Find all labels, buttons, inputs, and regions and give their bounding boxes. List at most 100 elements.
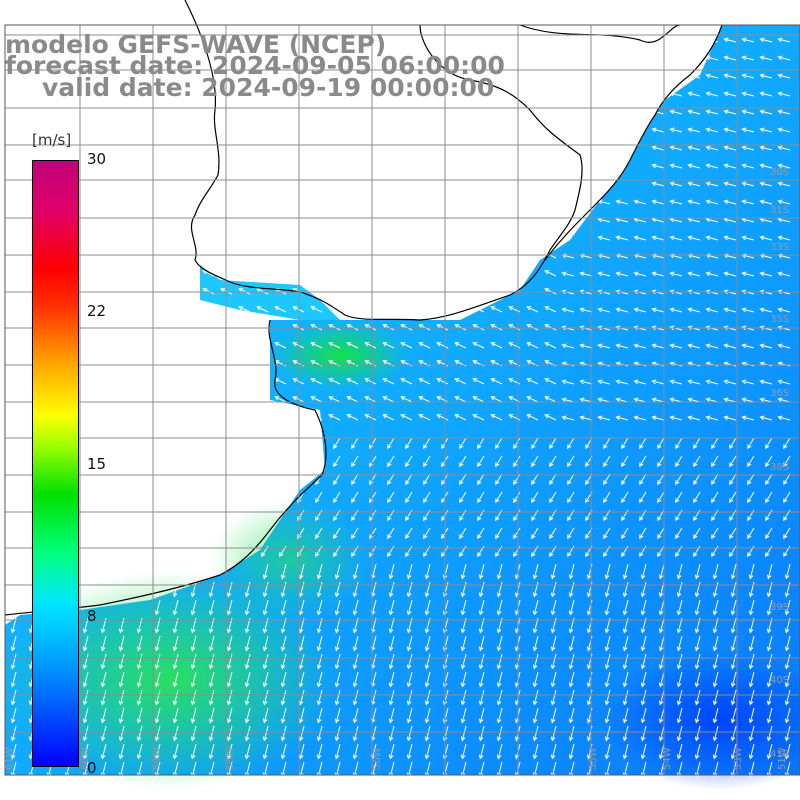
wind-arrow xyxy=(334,581,341,598)
wind-arrow xyxy=(405,527,413,540)
wind-arrow xyxy=(472,324,485,331)
wind-arrow xyxy=(759,181,773,187)
lat-label: 40S xyxy=(770,675,789,686)
wind-arrow xyxy=(651,127,665,133)
wind-arrow xyxy=(705,415,719,421)
wind-arrow xyxy=(759,55,773,61)
wind-arrow xyxy=(712,581,719,598)
wind-arrow xyxy=(364,378,377,385)
wind-arrow xyxy=(615,379,629,385)
wind-arrow xyxy=(244,635,251,652)
wind-arrow xyxy=(759,199,773,205)
wind-arrow xyxy=(244,743,251,760)
wind-arrow xyxy=(550,671,557,688)
wind-arrow xyxy=(723,73,737,79)
wind-arrow xyxy=(190,689,197,706)
wind-arrow xyxy=(316,707,323,724)
wind-arrow xyxy=(784,707,791,724)
wind-arrow xyxy=(418,342,431,349)
wind-arrow xyxy=(154,707,161,724)
wind-arrow xyxy=(615,271,629,277)
wind-arrow xyxy=(316,653,323,670)
wind-arrow xyxy=(579,379,593,385)
wind-arrow xyxy=(352,653,359,670)
wind-arrow xyxy=(784,725,791,742)
wind-arrow xyxy=(280,581,287,598)
wind-arrow xyxy=(748,725,755,742)
lon-label: 60W xyxy=(80,747,91,770)
wind-arrow xyxy=(316,635,323,652)
wind-arrow xyxy=(82,653,89,670)
wind-arrow xyxy=(784,671,791,688)
wind-arrow xyxy=(333,491,341,504)
wind-arrow xyxy=(328,414,341,421)
wind-arrow xyxy=(334,653,341,670)
wind-arrow xyxy=(424,725,431,742)
wind-arrow xyxy=(526,324,539,331)
lon-label: 54W xyxy=(662,747,673,770)
wind-arrow xyxy=(496,671,503,688)
wind-arrow xyxy=(352,599,359,616)
wind-arrow xyxy=(597,379,611,385)
wind-arrow xyxy=(657,437,665,450)
wind-arrow xyxy=(459,455,467,468)
wind-arrow xyxy=(777,145,791,151)
wind-arrow xyxy=(544,396,557,403)
wind-arrow xyxy=(472,378,485,385)
wind-arrow xyxy=(550,599,557,616)
wind-arrow xyxy=(208,653,215,670)
wind-arrow xyxy=(406,689,413,706)
wind-arrow xyxy=(766,635,773,652)
wind-arrow xyxy=(747,473,755,486)
wind-arrow xyxy=(766,725,773,742)
wind-arrow xyxy=(615,307,629,313)
wind-arrow xyxy=(687,343,701,349)
wind-arrow xyxy=(328,342,341,349)
title-valid-date: valid date: 2024-09-19 00:00:00 xyxy=(42,73,495,102)
wind-arrow xyxy=(568,689,575,706)
wind-arrow xyxy=(352,563,359,580)
wind-arrow xyxy=(676,689,683,706)
wind-arrow xyxy=(783,455,791,468)
wind-arrow xyxy=(382,342,395,349)
wind-arrow xyxy=(100,725,107,742)
wind-arrow xyxy=(741,73,755,79)
wind-arrow xyxy=(526,306,539,313)
wind-arrow xyxy=(388,707,395,724)
wind-arrow xyxy=(694,581,701,598)
wind-arrow xyxy=(256,288,269,295)
wind-arrow xyxy=(705,343,719,349)
wind-arrow xyxy=(352,707,359,724)
wind-arrow xyxy=(172,725,179,742)
wind-arrow xyxy=(550,635,557,652)
wind-arrow xyxy=(640,653,647,670)
wind-arrow xyxy=(759,415,773,421)
wind-arrow xyxy=(388,743,395,760)
wind-arrow xyxy=(496,581,503,598)
wind-arrow xyxy=(208,581,215,598)
wind-arrow xyxy=(777,271,791,277)
wind-arrow xyxy=(459,473,467,486)
wind-arrow xyxy=(748,563,755,580)
wind-arrow xyxy=(472,342,485,349)
wind-arrow xyxy=(777,163,791,169)
wind-arrow xyxy=(310,414,323,421)
wind-arrow xyxy=(687,37,701,43)
wind-arrow xyxy=(496,689,503,706)
wind-arrow xyxy=(777,235,791,241)
wind-arrow xyxy=(615,343,629,349)
wind-arrow xyxy=(730,707,737,724)
wind-arrow xyxy=(669,37,683,43)
wind-arrow xyxy=(262,599,269,616)
wind-arrow xyxy=(298,743,305,760)
wind-arrow xyxy=(597,307,611,313)
wind-arrow xyxy=(436,396,449,403)
wind-arrow xyxy=(226,635,233,652)
wind-arrow xyxy=(172,743,179,760)
wind-arrow xyxy=(333,527,341,540)
wind-arrow xyxy=(531,455,539,468)
wind-arrow xyxy=(651,271,665,277)
wind-arrow xyxy=(658,707,665,724)
wind-arrow xyxy=(406,743,413,760)
